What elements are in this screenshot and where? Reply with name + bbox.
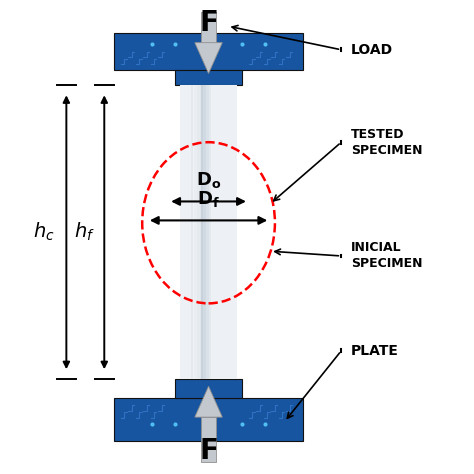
Text: $\mathbf{D_o}$: $\mathbf{D_o}$	[196, 170, 221, 190]
Bar	[226, 85, 228, 379]
Bar	[214, 85, 217, 379]
Text: INICIAL
SPECIMEN: INICIAL SPECIMEN	[351, 241, 422, 271]
Bar	[211, 85, 214, 379]
Polygon shape	[195, 43, 222, 73]
Bar	[228, 85, 231, 379]
Bar	[220, 85, 223, 379]
Bar	[201, 12, 216, 43]
Text: $h_c$: $h_c$	[33, 221, 55, 244]
Bar	[217, 85, 220, 379]
Bar	[223, 85, 226, 379]
Polygon shape	[195, 386, 222, 417]
Bar	[201, 417, 216, 462]
Bar	[191, 85, 194, 379]
Bar	[209, 85, 211, 379]
Text: F: F	[199, 9, 218, 37]
Bar	[189, 85, 191, 379]
Bar	[200, 85, 203, 379]
Text: TESTED
SPECIMEN: TESTED SPECIMEN	[351, 128, 422, 157]
Bar	[183, 85, 186, 379]
Text: F: F	[199, 437, 218, 465]
Bar	[234, 85, 237, 379]
Polygon shape	[114, 33, 303, 70]
Polygon shape	[114, 398, 303, 441]
Polygon shape	[175, 70, 242, 85]
Bar	[192, 85, 201, 379]
Bar	[206, 85, 209, 379]
Text: LOAD: LOAD	[351, 43, 393, 57]
Bar	[194, 85, 197, 379]
Bar	[186, 85, 189, 379]
Text: $h_f$: $h_f$	[74, 221, 95, 244]
Bar	[203, 85, 206, 379]
Bar	[197, 85, 200, 379]
Polygon shape	[175, 379, 242, 398]
Bar	[180, 85, 237, 379]
Text: $\mathbf{D_f}$: $\mathbf{D_f}$	[197, 189, 220, 209]
Text: PLATE: PLATE	[351, 344, 399, 358]
Bar	[231, 85, 234, 379]
Bar	[180, 85, 183, 379]
